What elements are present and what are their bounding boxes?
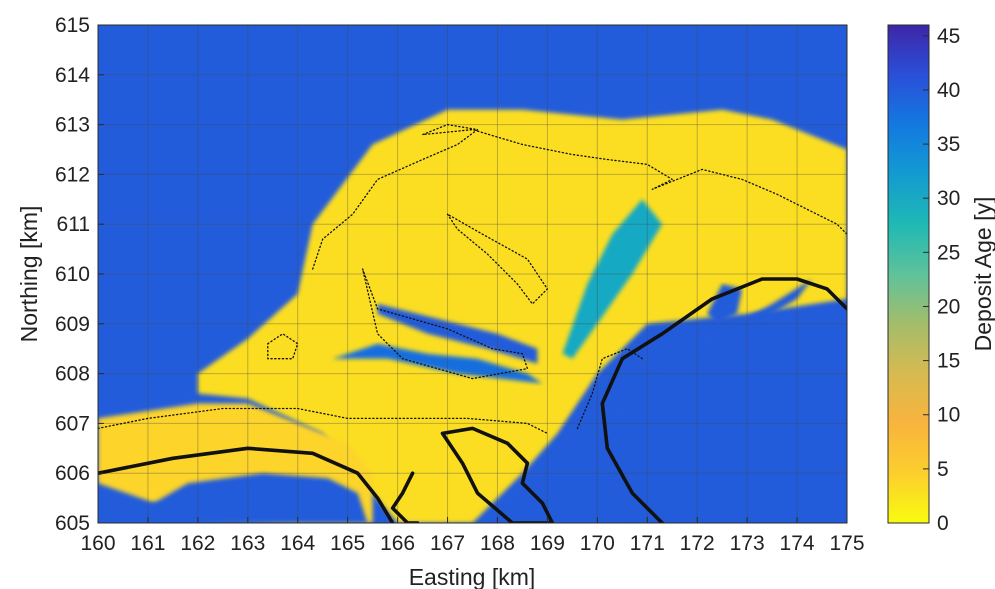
plot-area (97, 24, 848, 524)
colorbar-tick-label-0: 0 (937, 512, 949, 535)
dotted-contour-4 (312, 123, 847, 270)
deposit-region-plume-0 (197, 109, 847, 523)
contour-lines (98, 123, 847, 523)
x-tick-label-15: 175 (829, 532, 864, 555)
x-tick-label-3: 163 (230, 532, 265, 555)
grid-lines (98, 25, 847, 523)
y-tick-label-4: 609 (55, 313, 90, 336)
deposit-region-shoal-8 (128, 473, 368, 523)
colorbar-tick-label-1: 5 (937, 458, 949, 481)
y-tick-label-0: 605 (55, 512, 90, 535)
y-axis-label: Northing [km] (16, 206, 42, 343)
y-tick-label-1: 606 (55, 462, 90, 485)
deposit-region-channel-2 (562, 199, 663, 359)
dotted-contour-9 (576, 348, 643, 430)
colorbar-tick-label-6: 30 (937, 187, 960, 210)
y-tick-label-2: 607 (55, 412, 90, 435)
deposit-region-shoal-7 (617, 363, 847, 523)
x-tick-label-1: 161 (130, 532, 165, 555)
dotted-contour-5 (267, 333, 299, 360)
shoreline-1 (600, 277, 847, 523)
x-tick-label-6: 166 (380, 532, 415, 555)
colorbar-ticks: 0 5 10 15 20 25 30 35 40 45 (923, 25, 960, 535)
colorbar-label: Deposit Age [y] (970, 197, 995, 352)
x-tick-label-8: 168 (480, 532, 515, 555)
x-axis-label: Easting [km] (409, 564, 536, 589)
colorbar-gradient (887, 24, 930, 524)
x-tick-label-9: 169 (530, 532, 565, 555)
dotted-contour-8 (98, 407, 549, 435)
x-tick-label-7: 167 (430, 532, 465, 555)
colorbar-tick-label-5: 25 (937, 241, 960, 264)
x-tick-label-11: 171 (630, 532, 665, 555)
colorbar-tick-label-8: 40 (937, 79, 960, 102)
x-tick-label-4: 164 (280, 532, 315, 555)
colorbar-tick-label-9: 45 (937, 25, 960, 48)
y-tick-label-9: 614 (55, 64, 90, 87)
x-tick-label-13: 173 (730, 532, 765, 555)
x-tick-label-5: 165 (330, 532, 365, 555)
x-tick-label-12: 172 (680, 532, 715, 555)
y-tick-label-5: 610 (55, 263, 90, 286)
shoreline-2 (440, 426, 555, 523)
y-tick-label-7: 612 (55, 163, 90, 186)
x-tick-label-10: 170 (580, 532, 615, 555)
y-tick-label-8: 613 (55, 114, 90, 137)
colorbar-tick-label-2: 10 (937, 404, 960, 427)
deposit-age-field (98, 109, 847, 523)
shoreline-0 (98, 446, 395, 523)
shoreline-3 (390, 471, 420, 523)
x-tick-label-2: 162 (180, 532, 215, 555)
colorbar-tick-label-4: 20 (937, 295, 960, 318)
y-tick-label-6: 611 (57, 213, 90, 236)
deposit-region-channel-3 (332, 343, 543, 384)
x-tick-label-14: 174 (780, 532, 815, 555)
dotted-contour-6 (361, 268, 529, 380)
y-axis-ticks: 605 606 607 608 609 610 611 612 613 614 615 (55, 14, 104, 535)
deposit-region-blob-6 (707, 284, 743, 324)
dotted-contour-7 (446, 213, 549, 305)
colorbar-tick-label-7: 35 (937, 133, 960, 156)
y-tick-label-10: 615 (55, 14, 90, 37)
y-tick-label-3: 608 (55, 363, 90, 386)
colorbar: 0 5 10 15 20 25 30 35 40 45 Deposit Age [y] (887, 24, 995, 535)
x-tick-label-0: 160 (80, 532, 115, 555)
colorbar-tick-label-3: 15 (937, 350, 960, 373)
x-axis-ticks: 160 161 162 163 164 165 166 167 168 169 170 171 172 1… (80, 517, 865, 555)
